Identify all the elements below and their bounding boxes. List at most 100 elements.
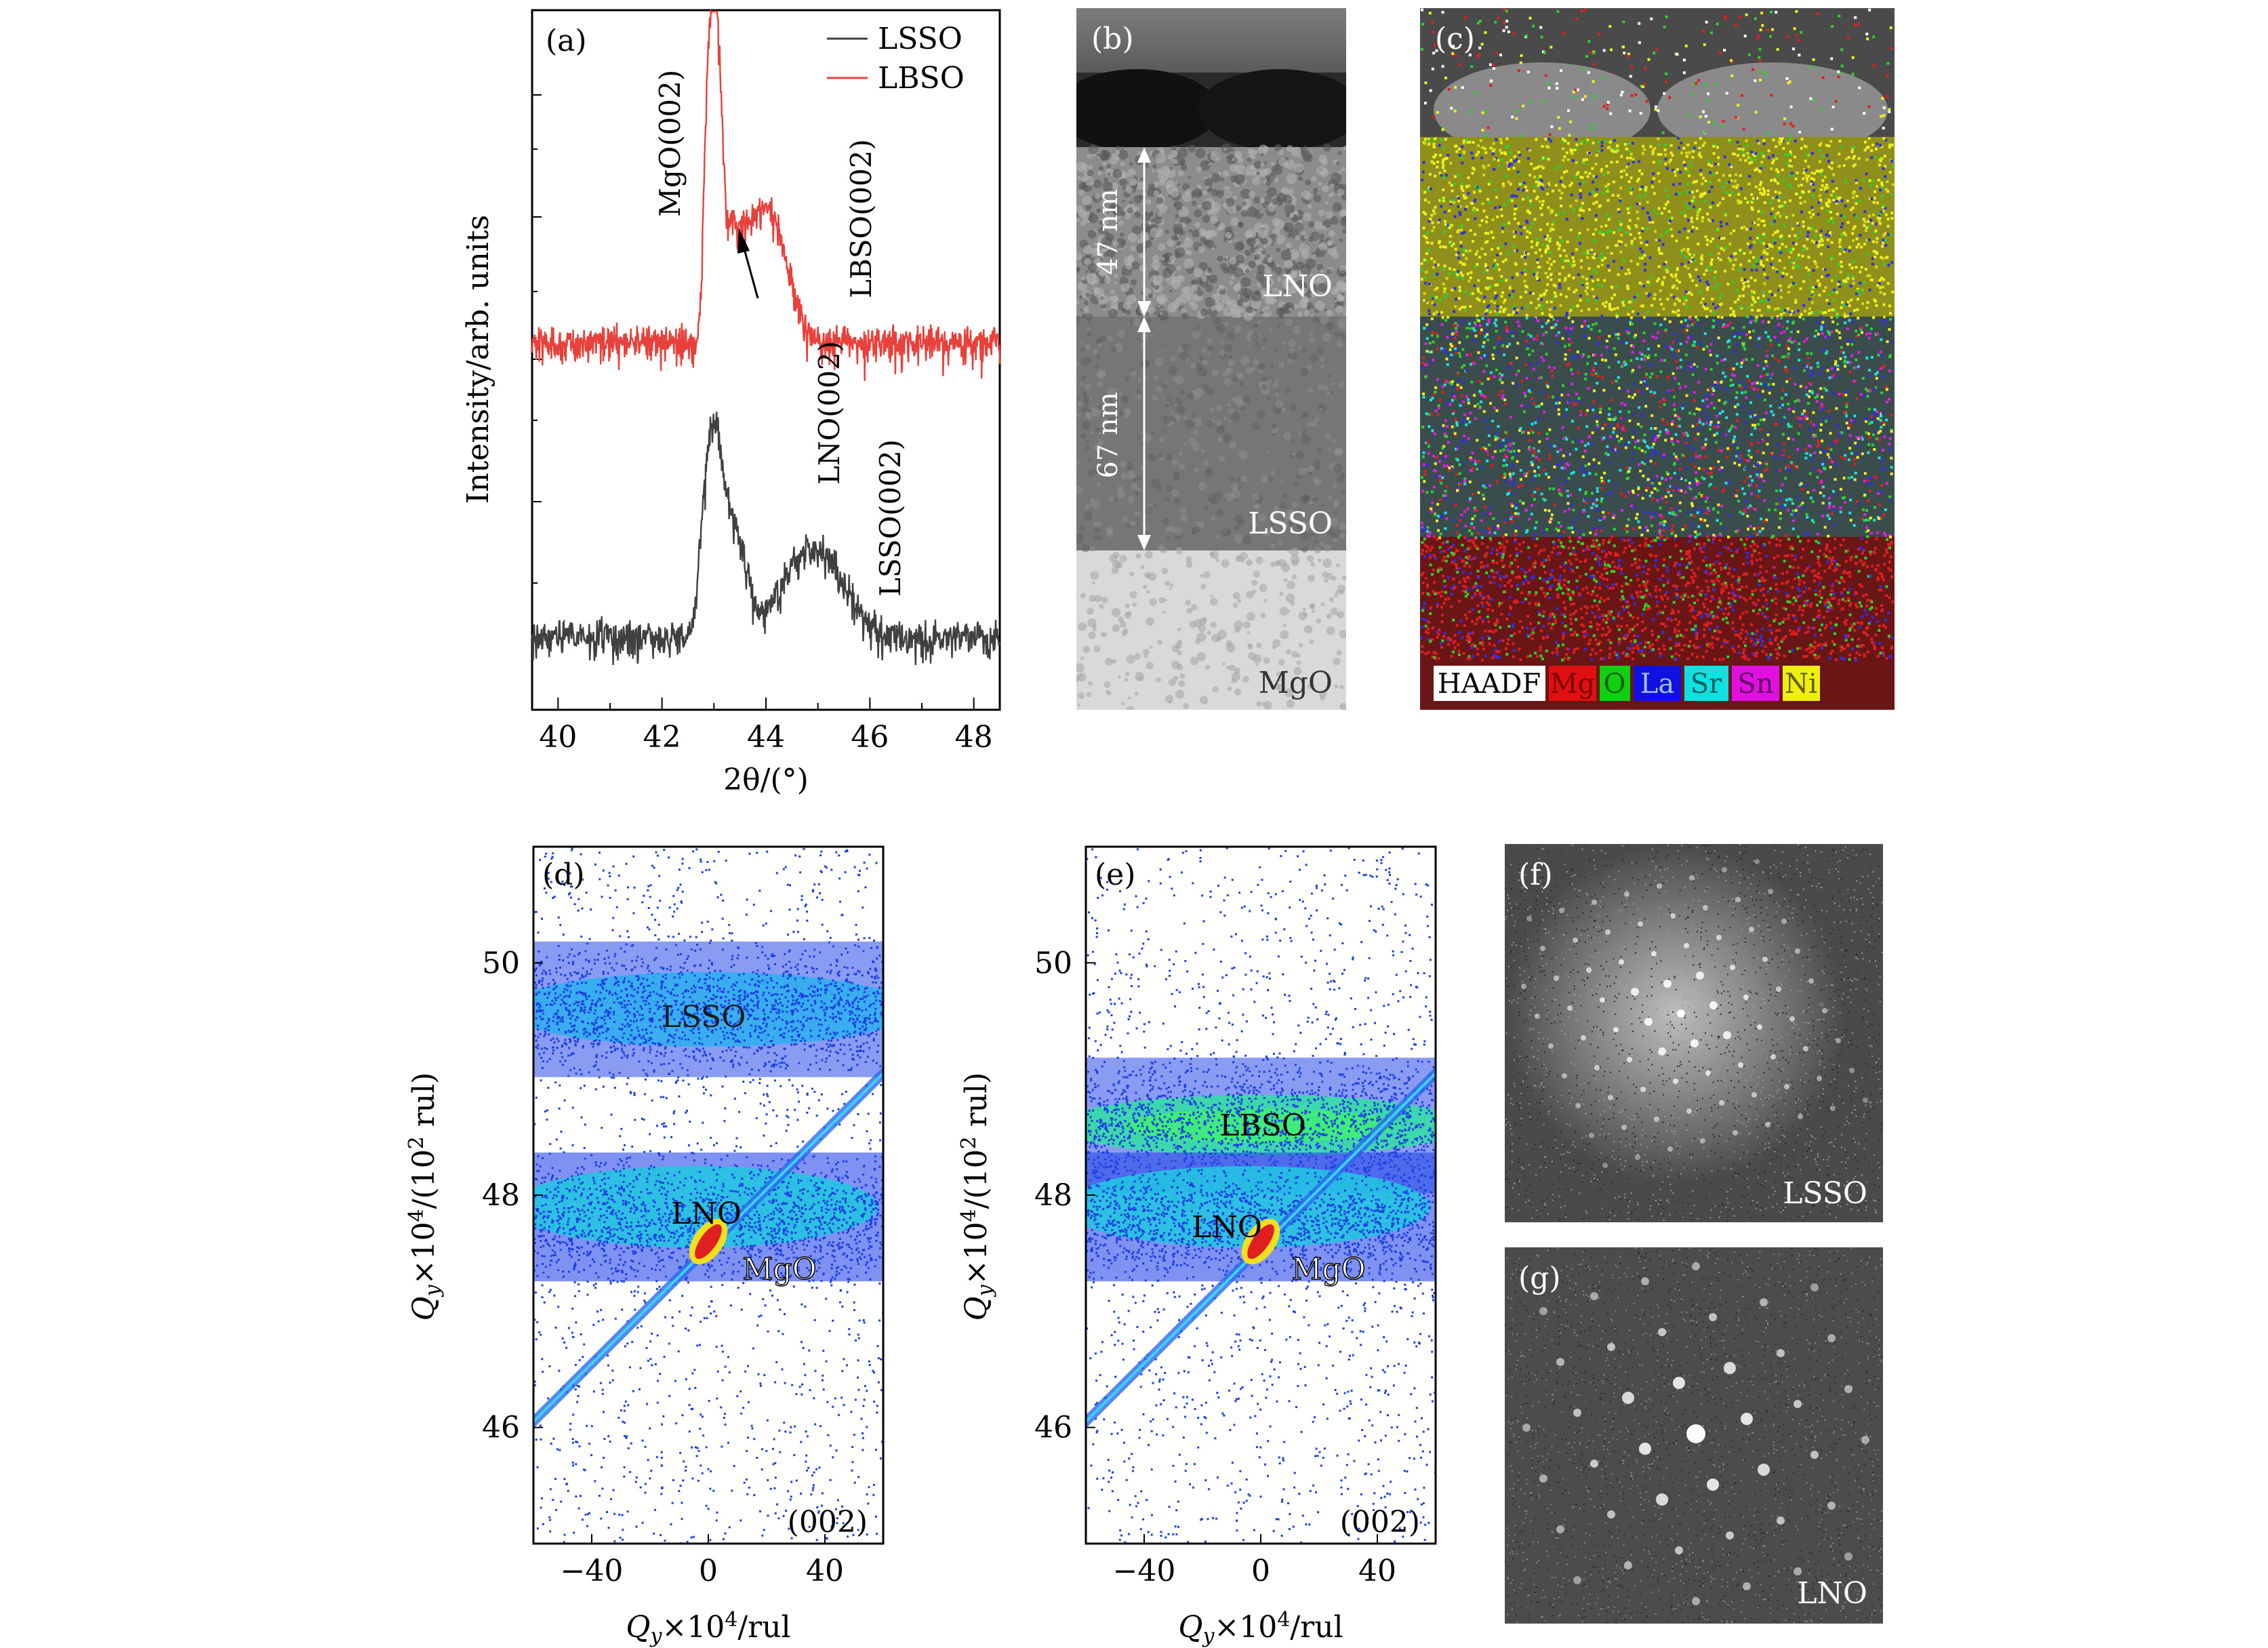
- eds-dot: [1434, 288, 1437, 292]
- eds-dot: [1667, 195, 1670, 198]
- eds-dot: [1690, 502, 1694, 505]
- eds-dot: [1457, 270, 1460, 273]
- eds-dot: [1874, 476, 1878, 479]
- grain: [1146, 590, 1150, 594]
- grain: [1212, 686, 1219, 693]
- eds-dot: [1483, 354, 1486, 357]
- eds-dot: [1754, 426, 1757, 430]
- eds-dot: [1837, 313, 1840, 317]
- eds-dot: [1863, 224, 1866, 227]
- eds-dot: [1573, 148, 1577, 152]
- eds-dot: [1548, 454, 1552, 457]
- eds-dot: [1438, 172, 1442, 175]
- eds-dot: [1858, 200, 1861, 203]
- eds-dot: [1499, 245, 1502, 248]
- eds-dot: [1669, 144, 1673, 147]
- grain: [1157, 639, 1163, 645]
- eds-dot: [1756, 309, 1760, 313]
- eds-dot: [1706, 524, 1709, 527]
- eds-dot: [1548, 237, 1552, 241]
- grain: [1265, 180, 1272, 186]
- eds-dot: [1754, 152, 1758, 155]
- eds-dot: [1882, 468, 1886, 472]
- eds-dot: [1852, 155, 1856, 158]
- eds-dot: [1690, 260, 1693, 263]
- eds-dot: [1768, 290, 1772, 294]
- eds-dot: [1507, 366, 1510, 369]
- eds-dot: [1571, 159, 1575, 162]
- eds-dot: [1630, 242, 1634, 245]
- grain: [1213, 491, 1222, 500]
- eds-dot: [1640, 229, 1644, 233]
- eds-dot: [1796, 256, 1799, 260]
- eds-dot: [1859, 281, 1862, 285]
- eds-dot: [1716, 283, 1719, 286]
- eds-dot: [1800, 210, 1804, 214]
- eds-dot: [1876, 332, 1879, 336]
- eds-dot: [1732, 441, 1735, 444]
- eds-dot: [1848, 263, 1851, 266]
- eds-dot: [1453, 310, 1456, 313]
- grain: [1159, 204, 1169, 214]
- eds-dot: [1617, 439, 1621, 443]
- grain: [1257, 264, 1266, 274]
- eds-dot: [1730, 367, 1733, 371]
- eds-dot: [1491, 247, 1494, 251]
- eds-dot: [1593, 527, 1596, 530]
- eds-dot: [1801, 412, 1804, 416]
- grain: [1198, 481, 1207, 491]
- eds-dot: [1448, 226, 1451, 230]
- eds-dot: [1873, 231, 1876, 235]
- eds-dot: [1857, 243, 1861, 246]
- eds-dot: [1468, 480, 1472, 483]
- grain: [1244, 172, 1249, 176]
- eds-dot: [1779, 251, 1783, 254]
- eds-dot: [1461, 277, 1465, 281]
- eds-dot: [1466, 272, 1470, 275]
- eds-dot: [1765, 258, 1768, 262]
- eds-dot: [1766, 252, 1769, 256]
- eds-dot: [1726, 283, 1730, 286]
- eds-dot: [1667, 228, 1670, 232]
- eds-dot: [1513, 244, 1516, 247]
- eds-dot: [1827, 245, 1830, 249]
- eds-dot: [1569, 205, 1573, 208]
- grain: [1088, 144, 1099, 155]
- eds-dot: [1584, 171, 1587, 174]
- eds-dot: [1713, 486, 1716, 489]
- grain: [1096, 208, 1101, 214]
- eds-dot: [1549, 229, 1552, 233]
- eds-dot: [1437, 221, 1440, 224]
- eds-dot: [1493, 301, 1496, 304]
- eds-dot: [1567, 287, 1571, 290]
- eds-dot: [1878, 216, 1882, 220]
- grain: [1276, 277, 1282, 282]
- eds-dot: [1813, 451, 1817, 455]
- eds-dot: [1890, 217, 1894, 220]
- grain: [1206, 338, 1213, 344]
- grain: [1137, 476, 1142, 481]
- eds-dot: [1843, 315, 1846, 319]
- eds-dot: [1787, 154, 1790, 157]
- eds-dot: [1771, 207, 1775, 210]
- grain: [1288, 339, 1297, 348]
- eds-dot: [1472, 200, 1476, 203]
- eds-dot: [1806, 231, 1810, 235]
- eds-dot: [1486, 305, 1489, 308]
- eds-dot: [1484, 311, 1487, 315]
- eds-dot: [1420, 268, 1423, 272]
- eds-dot: [1751, 264, 1755, 268]
- eds-dot: [1878, 214, 1881, 217]
- eds-dot: [1629, 176, 1633, 180]
- eds-dot: [1510, 199, 1514, 203]
- grain: [1186, 315, 1190, 319]
- eds-dot: [1665, 428, 1668, 432]
- eds-dot: [1694, 536, 1697, 539]
- eds-dot: [1768, 386, 1772, 390]
- eds-dot: [1831, 291, 1835, 294]
- grain: [1183, 415, 1188, 420]
- eds-dot: [1565, 437, 1568, 441]
- grain: [1256, 643, 1262, 649]
- eds-dot: [1421, 366, 1425, 369]
- grain: [1094, 534, 1100, 540]
